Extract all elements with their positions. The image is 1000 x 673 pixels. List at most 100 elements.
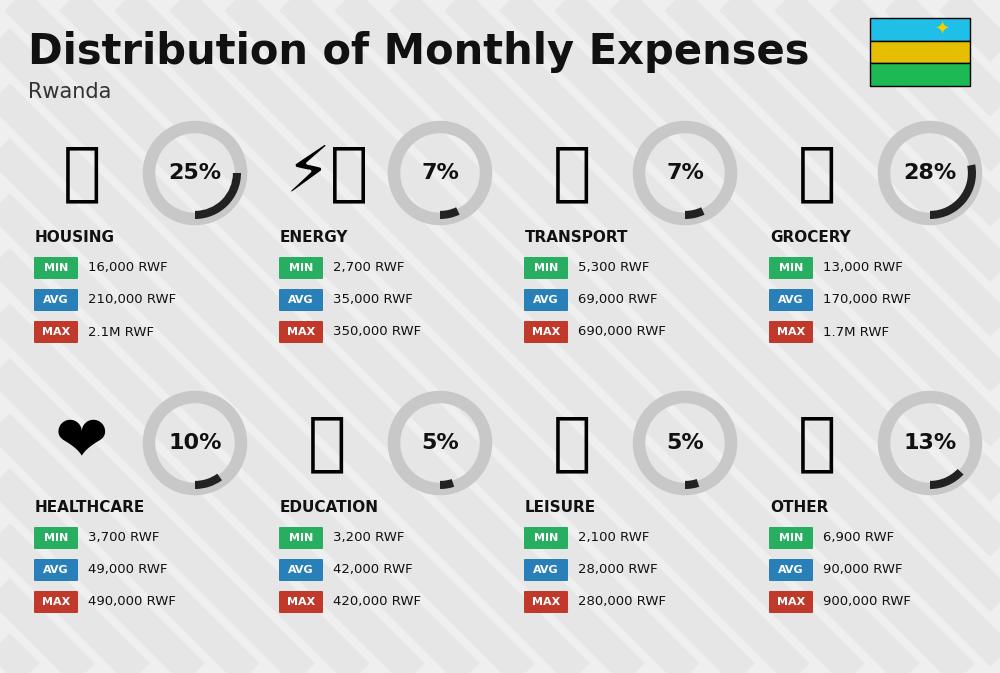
Text: MIN: MIN <box>534 533 558 543</box>
Text: AVG: AVG <box>778 565 804 575</box>
FancyBboxPatch shape <box>279 559 323 581</box>
FancyBboxPatch shape <box>279 257 323 279</box>
FancyBboxPatch shape <box>769 289 813 311</box>
Wedge shape <box>930 469 964 489</box>
Text: 28,000 RWF: 28,000 RWF <box>578 563 658 577</box>
FancyBboxPatch shape <box>279 321 323 343</box>
Text: EDUCATION: EDUCATION <box>280 501 379 516</box>
Text: HOUSING: HOUSING <box>35 230 115 246</box>
Text: MAX: MAX <box>532 597 560 607</box>
Text: 5%: 5% <box>421 433 459 453</box>
Text: 42,000 RWF: 42,000 RWF <box>333 563 413 577</box>
Text: 5%: 5% <box>666 433 704 453</box>
FancyBboxPatch shape <box>34 289 78 311</box>
Text: 🛒: 🛒 <box>798 142 836 204</box>
FancyBboxPatch shape <box>524 321 568 343</box>
Text: 900,000 RWF: 900,000 RWF <box>823 596 911 608</box>
Text: 13,000 RWF: 13,000 RWF <box>823 262 903 275</box>
Text: 25%: 25% <box>168 163 222 183</box>
Text: MIN: MIN <box>44 533 68 543</box>
Text: 490,000 RWF: 490,000 RWF <box>88 596 176 608</box>
Text: Distribution of Monthly Expenses: Distribution of Monthly Expenses <box>28 31 810 73</box>
Text: 35,000 RWF: 35,000 RWF <box>333 293 413 306</box>
Text: 3,700 RWF: 3,700 RWF <box>88 532 159 544</box>
Text: MIN: MIN <box>44 263 68 273</box>
Text: MAX: MAX <box>777 597 805 607</box>
Text: AVG: AVG <box>533 565 559 575</box>
Text: 690,000 RWF: 690,000 RWF <box>578 326 666 339</box>
Text: 5,300 RWF: 5,300 RWF <box>578 262 649 275</box>
Text: 280,000 RWF: 280,000 RWF <box>578 596 666 608</box>
FancyBboxPatch shape <box>524 289 568 311</box>
Text: 2,100 RWF: 2,100 RWF <box>578 532 649 544</box>
FancyBboxPatch shape <box>769 321 813 343</box>
Wedge shape <box>685 207 705 219</box>
Text: ❤️: ❤️ <box>55 412 109 474</box>
FancyBboxPatch shape <box>870 40 970 63</box>
FancyBboxPatch shape <box>524 527 568 549</box>
FancyBboxPatch shape <box>34 591 78 613</box>
Text: 350,000 RWF: 350,000 RWF <box>333 326 421 339</box>
Text: MAX: MAX <box>287 327 315 337</box>
Text: MAX: MAX <box>532 327 560 337</box>
Text: 420,000 RWF: 420,000 RWF <box>333 596 421 608</box>
Wedge shape <box>195 474 222 489</box>
Text: MAX: MAX <box>777 327 805 337</box>
FancyBboxPatch shape <box>34 257 78 279</box>
Text: 2.1M RWF: 2.1M RWF <box>88 326 154 339</box>
Text: Rwanda: Rwanda <box>28 82 111 102</box>
Text: 🚌: 🚌 <box>553 142 591 204</box>
Text: ⚡🏠: ⚡🏠 <box>285 142 369 204</box>
Text: 6,900 RWF: 6,900 RWF <box>823 532 894 544</box>
Text: MIN: MIN <box>779 533 803 543</box>
Text: MIN: MIN <box>289 263 313 273</box>
Text: 🛍️: 🛍️ <box>553 412 591 474</box>
Text: AVG: AVG <box>778 295 804 305</box>
Text: 💛: 💛 <box>798 412 836 474</box>
Text: 7%: 7% <box>666 163 704 183</box>
Text: MAX: MAX <box>42 597 70 607</box>
Text: AVG: AVG <box>43 565 69 575</box>
FancyBboxPatch shape <box>524 559 568 581</box>
Text: HEALTHCARE: HEALTHCARE <box>35 501 145 516</box>
Text: AVG: AVG <box>43 295 69 305</box>
FancyBboxPatch shape <box>769 559 813 581</box>
Text: 16,000 RWF: 16,000 RWF <box>88 262 168 275</box>
Text: 90,000 RWF: 90,000 RWF <box>823 563 902 577</box>
Wedge shape <box>440 207 460 219</box>
FancyBboxPatch shape <box>870 63 970 86</box>
Text: MIN: MIN <box>779 263 803 273</box>
FancyBboxPatch shape <box>279 289 323 311</box>
Text: 210,000 RWF: 210,000 RWF <box>88 293 176 306</box>
Text: AVG: AVG <box>288 565 314 575</box>
Text: LEISURE: LEISURE <box>525 501 596 516</box>
Text: 69,000 RWF: 69,000 RWF <box>578 293 658 306</box>
Text: GROCERY: GROCERY <box>770 230 851 246</box>
FancyBboxPatch shape <box>34 321 78 343</box>
FancyBboxPatch shape <box>524 591 568 613</box>
FancyBboxPatch shape <box>769 257 813 279</box>
Text: 7%: 7% <box>421 163 459 183</box>
FancyBboxPatch shape <box>279 527 323 549</box>
Wedge shape <box>440 479 454 489</box>
Text: 1.7M RWF: 1.7M RWF <box>823 326 889 339</box>
FancyBboxPatch shape <box>34 559 78 581</box>
Text: ENERGY: ENERGY <box>280 230 349 246</box>
Text: 2,700 RWF: 2,700 RWF <box>333 262 404 275</box>
Wedge shape <box>685 479 699 489</box>
Text: 49,000 RWF: 49,000 RWF <box>88 563 168 577</box>
Text: 3,200 RWF: 3,200 RWF <box>333 532 404 544</box>
Text: AVG: AVG <box>288 295 314 305</box>
FancyBboxPatch shape <box>34 527 78 549</box>
Text: MAX: MAX <box>42 327 70 337</box>
Text: ✦: ✦ <box>934 20 950 38</box>
Text: 170,000 RWF: 170,000 RWF <box>823 293 911 306</box>
Text: MAX: MAX <box>287 597 315 607</box>
Wedge shape <box>930 164 976 219</box>
Text: TRANSPORT: TRANSPORT <box>525 230 629 246</box>
Text: MIN: MIN <box>534 263 558 273</box>
Text: 13%: 13% <box>903 433 957 453</box>
Text: MIN: MIN <box>289 533 313 543</box>
Wedge shape <box>195 173 241 219</box>
Text: OTHER: OTHER <box>770 501 828 516</box>
